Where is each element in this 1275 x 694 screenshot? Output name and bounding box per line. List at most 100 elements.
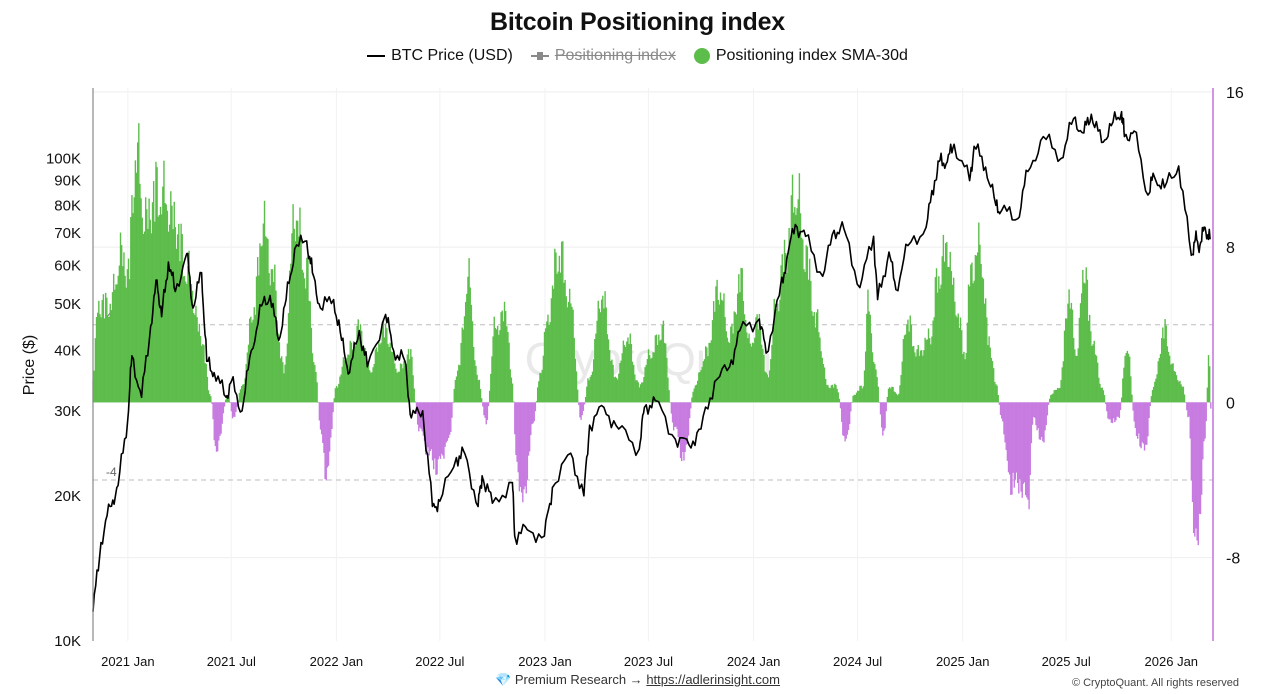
sma-bar bbox=[202, 344, 204, 403]
sma-bar bbox=[106, 297, 108, 403]
sma-bar bbox=[511, 383, 514, 403]
sma-bar bbox=[311, 353, 314, 403]
sma-bar bbox=[959, 317, 962, 403]
sma-bar bbox=[626, 341, 628, 403]
sma-bar bbox=[862, 386, 865, 403]
sma-bar bbox=[429, 402, 431, 452]
legend-item-positioning-index[interactable]: Positioning index bbox=[530, 47, 676, 65]
sma-bar bbox=[472, 346, 475, 403]
footer-link[interactable]: https://adlerinsight.com bbox=[646, 672, 780, 687]
sma-bar bbox=[893, 391, 895, 403]
sma-bar bbox=[708, 342, 710, 403]
sma-bar bbox=[939, 288, 941, 403]
sma-bar bbox=[93, 370, 95, 403]
sma-bar bbox=[835, 385, 837, 403]
sma-bar bbox=[1149, 402, 1151, 407]
sma-bar bbox=[515, 402, 517, 456]
sma-bar bbox=[622, 340, 625, 403]
sma-bar bbox=[315, 371, 317, 403]
sma-bar bbox=[912, 345, 915, 403]
sma-bar bbox=[1187, 402, 1189, 418]
sma-bar bbox=[743, 314, 746, 403]
sma-bar bbox=[702, 361, 705, 403]
sma-bar bbox=[994, 381, 996, 403]
sma-bar bbox=[359, 324, 362, 403]
sma-bar bbox=[647, 349, 650, 403]
sma-bar bbox=[1130, 376, 1132, 403]
sma-bar bbox=[1054, 389, 1057, 403]
sma-bar bbox=[1154, 381, 1156, 403]
sma-bar bbox=[301, 269, 303, 403]
sma-bar bbox=[1068, 289, 1070, 403]
sma-bar bbox=[924, 337, 926, 403]
sma-bar bbox=[1087, 320, 1090, 403]
legend-item-positioning-sma[interactable]: Positioning index SMA-30d bbox=[693, 47, 908, 65]
sma-bar bbox=[578, 402, 580, 406]
sma-bar bbox=[1167, 351, 1170, 403]
sma-bar bbox=[426, 402, 428, 455]
sma-bar bbox=[253, 307, 255, 403]
sma-bar bbox=[427, 402, 429, 448]
sma-bar bbox=[1158, 357, 1161, 403]
sma-bar bbox=[796, 208, 798, 403]
sma-bar bbox=[149, 219, 151, 403]
sma-bar bbox=[308, 300, 310, 403]
sma-bar bbox=[1069, 308, 1071, 403]
sma-bar bbox=[176, 234, 179, 403]
sma-bar bbox=[932, 320, 934, 403]
sma-bar bbox=[199, 336, 202, 403]
sma-bar bbox=[376, 351, 379, 403]
sma-bar bbox=[456, 370, 459, 403]
sma-bar bbox=[1165, 325, 1167, 403]
sma-bar bbox=[701, 366, 703, 403]
sma-bar bbox=[336, 387, 339, 403]
sma-bar bbox=[723, 293, 725, 403]
sma-bar bbox=[896, 395, 899, 403]
sma-bar bbox=[894, 392, 897, 403]
sma-bar bbox=[151, 202, 154, 403]
sma-bar bbox=[606, 334, 609, 403]
sma-bar bbox=[546, 321, 548, 403]
sma-bar bbox=[871, 352, 874, 403]
sma-bar bbox=[138, 123, 140, 403]
sma-bar bbox=[931, 336, 933, 403]
sma-bar bbox=[278, 342, 281, 403]
sma-bar bbox=[194, 314, 196, 403]
sma-bar bbox=[620, 360, 622, 403]
sma-bar bbox=[243, 384, 245, 403]
sma-bar bbox=[930, 344, 932, 403]
sma-bar bbox=[707, 356, 709, 403]
sma-bar bbox=[1079, 303, 1082, 403]
sma-bar bbox=[654, 335, 657, 403]
sma-bar bbox=[1197, 402, 1199, 546]
sma-bar bbox=[1059, 387, 1061, 403]
sma-bar bbox=[1133, 402, 1135, 422]
sma-bar bbox=[405, 364, 407, 403]
sma-bar bbox=[216, 402, 219, 452]
sma-bar bbox=[779, 299, 781, 403]
sma-bar bbox=[918, 355, 921, 403]
sma-bar bbox=[589, 376, 591, 403]
sma-bar bbox=[1143, 402, 1146, 451]
sma-bar bbox=[331, 402, 333, 429]
sma-bar bbox=[1162, 327, 1164, 403]
sma-bar bbox=[566, 307, 569, 403]
sma-bar bbox=[424, 402, 427, 455]
sma-bar bbox=[755, 317, 757, 403]
sma-bar bbox=[294, 241, 297, 403]
sma-bar bbox=[101, 300, 103, 403]
legend-item-btc-price[interactable]: BTC Price (USD) bbox=[367, 47, 513, 65]
sma-bar bbox=[552, 288, 555, 403]
sma-bar bbox=[784, 253, 787, 403]
sma-bar bbox=[802, 239, 804, 403]
sma-bar bbox=[1207, 355, 1210, 403]
sma-bar bbox=[1192, 402, 1195, 533]
sma-bar bbox=[229, 402, 231, 403]
sma-bar bbox=[778, 311, 780, 403]
sma-bar bbox=[706, 347, 708, 403]
sma-bar bbox=[646, 359, 649, 403]
sma-bar bbox=[231, 402, 234, 419]
sma-bar bbox=[286, 343, 289, 403]
sma-bar bbox=[1013, 402, 1015, 488]
sma-bar bbox=[355, 342, 357, 403]
